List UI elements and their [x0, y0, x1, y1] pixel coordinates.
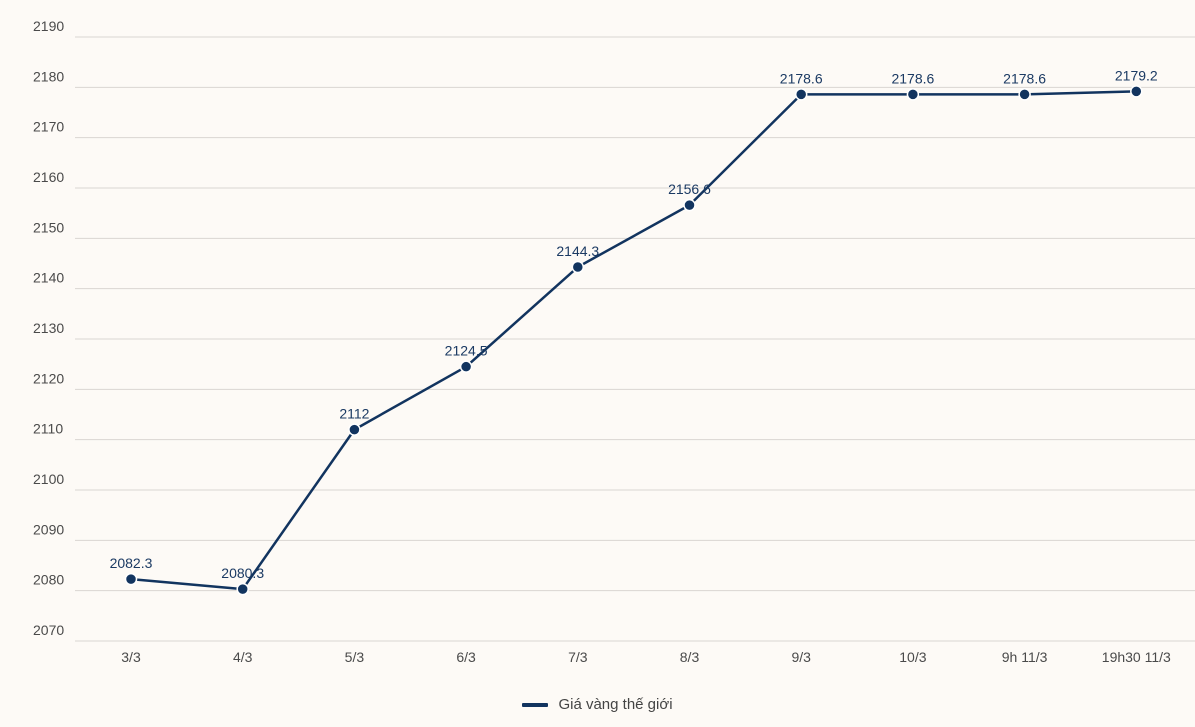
data-label: 2080.3: [221, 565, 264, 581]
data-point: [794, 88, 808, 101]
data-points: [124, 85, 1143, 596]
x-tick-label: 4/3: [233, 649, 253, 665]
chart-plot: 2070 2080 2090 2100 2110 2120 2130 2140 2150 2160…: [33, 18, 1195, 665]
data-label: 2144.3: [556, 243, 599, 259]
data-label: 2179.2: [1115, 67, 1158, 83]
y-tick-label: 2110: [33, 421, 63, 437]
series-line-layer: [130, 90, 1137, 591]
x-tick-label: 3/3: [121, 649, 141, 665]
x-tick-label: 6/3: [456, 649, 476, 665]
y-tick-label: 2070: [33, 622, 64, 638]
data-point: [571, 260, 585, 274]
data-label: 2082.3: [110, 555, 153, 571]
data-label: 2124.5: [445, 343, 488, 359]
y-tick-label: 2180: [33, 68, 64, 84]
legend-swatch: [522, 702, 549, 707]
y-tick-label: 2190: [33, 18, 64, 34]
data-point: [459, 360, 473, 373]
data-point: [1130, 85, 1143, 98]
x-tick-label: 5/3: [345, 649, 365, 665]
x-tick-label: 9h 11/3: [1002, 649, 1048, 665]
legend: Giá vàng thế giới: [0, 696, 1195, 713]
data-point: [348, 423, 361, 436]
y-tick-label: 2100: [33, 471, 64, 487]
x-tick-label: 9/3: [791, 649, 811, 665]
y-tick-label: 2170: [33, 119, 64, 135]
series-line: [130, 90, 1137, 591]
x-tick-label: 19h30 11/3: [1102, 649, 1171, 665]
x-tick-label: 8/3: [680, 649, 700, 665]
y-tick-label: 2090: [33, 521, 64, 537]
data-label: 2178.6: [1003, 70, 1046, 86]
data-point: [906, 88, 920, 101]
y-tick-label: 2080: [33, 572, 64, 588]
data-label: 2156.6: [668, 181, 711, 197]
x-tick-label: 7/3: [568, 649, 588, 665]
gridlines: [75, 36, 1195, 642]
y-tick-label: 2140: [33, 270, 64, 286]
legend-label: Giá vàng thế giới: [558, 696, 673, 713]
y-axis-ticks: 2070 2080 2090 2100 2110 2120 2130 2140 2150 2160…: [33, 18, 64, 638]
data-label: 2178.6: [891, 70, 934, 86]
y-tick-label: 2130: [33, 320, 64, 336]
x-axis-ticks: 3/3 4/3 5/3 6/3 7/3 8/3 9/3 10/3 9h 11/3 19h30 11…: [121, 649, 1171, 665]
y-tick-label: 2120: [33, 370, 64, 386]
x-tick-label: 10/3: [899, 649, 926, 665]
y-tick-label: 2150: [33, 219, 64, 235]
data-point: [683, 198, 696, 212]
data-point: [1018, 88, 1031, 101]
data-point: [236, 582, 249, 596]
data-label: 2112: [339, 406, 369, 422]
y-tick-label: 2160: [33, 169, 64, 185]
data-labels: 2082.3 2080.3 2112 2124.5 2144.3 2156.6 2178.6…: [110, 67, 1158, 581]
data-point: [124, 572, 138, 586]
data-label: 2178.6: [780, 70, 823, 86]
